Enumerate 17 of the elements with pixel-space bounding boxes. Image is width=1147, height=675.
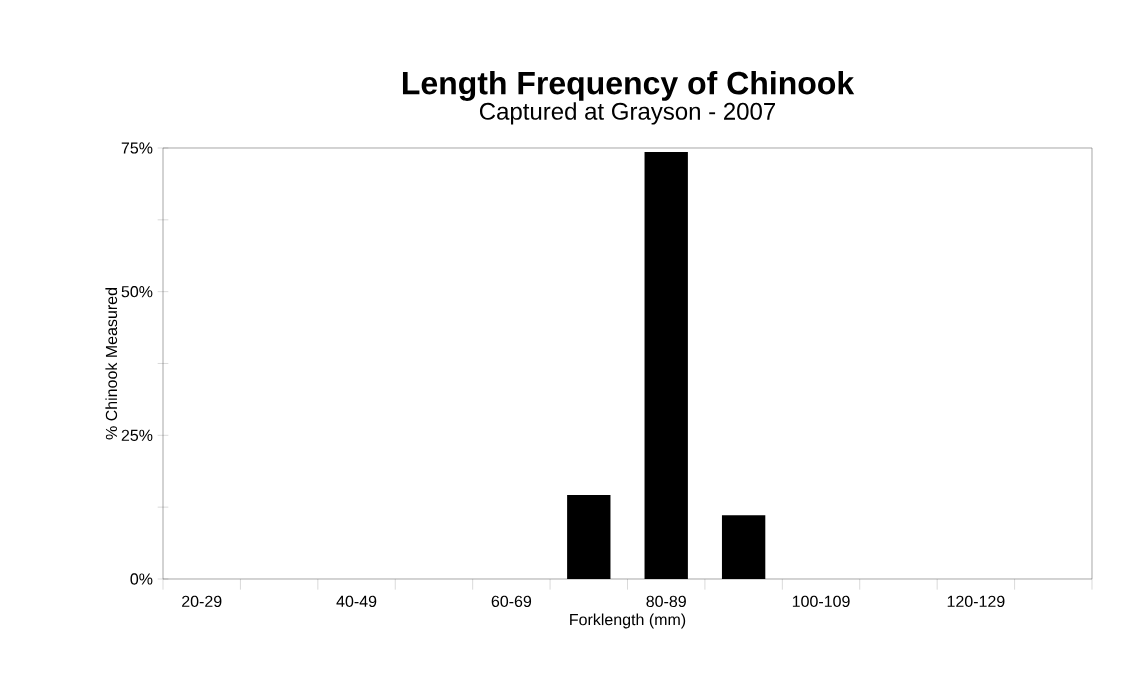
y-axis-title: % Chinook Measured <box>105 288 118 440</box>
y-tick-label: 75% <box>121 142 153 154</box>
bar <box>721 515 766 579</box>
x-tick-label: 40-49 <box>336 595 377 608</box>
chart-title: Length Frequency of Chinook <box>402 70 855 101</box>
x-tick-label: 100-109 <box>792 595 850 608</box>
y-tick-label: 50% <box>121 286 153 298</box>
x-tick-label: 120-129 <box>947 595 1005 608</box>
y-tick-label: 25% <box>121 429 153 441</box>
x-tick-label: 20-29 <box>182 595 222 608</box>
x-tick-label: 60-69 <box>491 595 532 608</box>
x-tick-label: 80-89 <box>646 595 686 608</box>
y-tick-label: 0% <box>130 573 153 585</box>
bar <box>567 495 611 579</box>
x-axis-title: Forklength (mm) <box>570 613 686 629</box>
bar <box>644 152 688 579</box>
chart-subtitle: Captured at Grayson - 2007 <box>479 102 776 125</box>
